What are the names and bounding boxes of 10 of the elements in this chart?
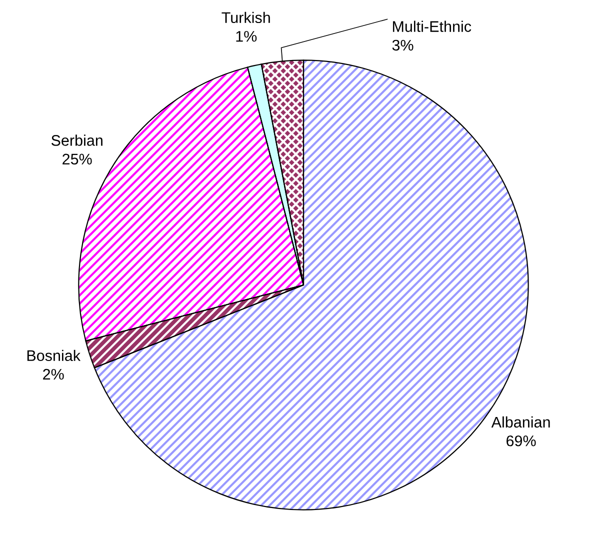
slice-label: Albanian <box>491 416 550 428</box>
slice-label: Multi-Ethnic <box>392 20 472 32</box>
slice-label: Bosniak <box>27 350 81 362</box>
data-label: 69% <box>506 435 536 446</box>
slice-label: Serbian <box>51 134 102 146</box>
data-label: 25% <box>62 154 92 165</box>
data-label: 1% <box>236 30 257 42</box>
data-label: 2% <box>43 368 64 380</box>
data-label: 3% <box>392 40 414 51</box>
slice-label: Turkish <box>222 12 270 24</box>
